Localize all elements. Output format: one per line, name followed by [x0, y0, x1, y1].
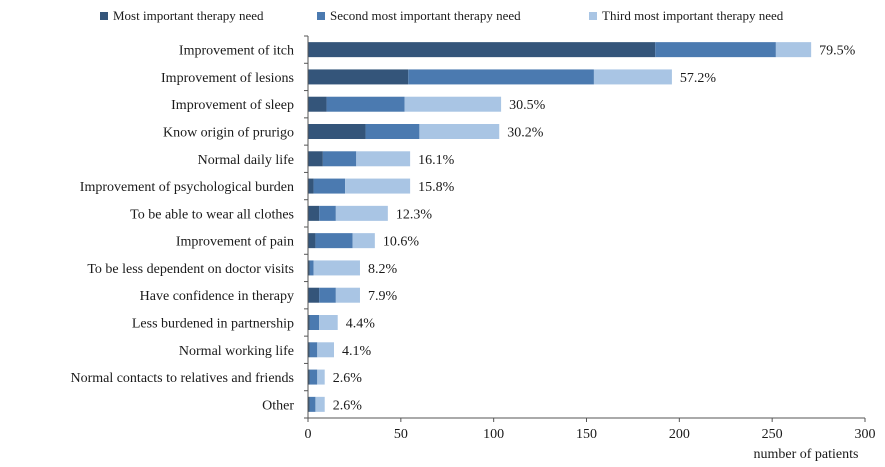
data-label: 16.1% — [418, 153, 455, 168]
bar-segment — [308, 151, 323, 167]
category-label: Improvement of lesions — [161, 71, 294, 86]
bar-segment — [317, 369, 325, 385]
bar-segment — [593, 69, 672, 85]
bar-segment — [326, 96, 405, 112]
legend-item-most: Most important therapy need — [100, 8, 264, 24]
category-label: Normal contacts to relatives and friends — [70, 371, 294, 386]
bar-segment — [319, 287, 336, 303]
category-label: Know origin of prurigo — [163, 126, 294, 141]
x-tick-label: 200 — [669, 427, 690, 442]
legend-label-most: Most important therapy need — [113, 8, 264, 23]
bar-segment — [308, 205, 320, 221]
legend-swatch-second — [317, 12, 325, 20]
bar-segment — [308, 369, 310, 385]
bar-segment — [309, 260, 314, 276]
bar-segment — [408, 69, 594, 85]
bar-segment — [313, 178, 346, 194]
legend-swatch-third — [589, 12, 597, 20]
legend-item-third: Third most important therapy need — [589, 8, 783, 24]
legend-label-third: Third most important therapy need — [602, 8, 784, 23]
bar-segment — [315, 396, 325, 412]
data-label: 79.5% — [819, 44, 856, 59]
bar-segment — [317, 342, 334, 358]
bars-group: 79.5% 57.2% 30.5% 30.2% 16.1% 15.8% 12.3% 10.6%… — [308, 42, 856, 413]
bar-segment — [309, 315, 320, 330]
category-label: Normal working life — [179, 344, 294, 359]
bar-segment — [308, 260, 310, 276]
bar-segment — [404, 96, 502, 112]
axes-group: Improvement of itch Improvement of lesion… — [70, 35, 876, 442]
legend-item-second: Second most important therapy need — [317, 8, 521, 24]
data-label: 12.3% — [396, 207, 433, 222]
data-label: 30.2% — [507, 126, 544, 141]
bar-segment — [319, 205, 336, 221]
bar-segment — [308, 287, 320, 303]
bar-segment — [308, 124, 366, 139]
data-label: 30.5% — [509, 98, 546, 113]
bar-segment — [308, 396, 310, 412]
data-label: 7.9% — [368, 289, 398, 304]
data-label: 2.6% — [333, 371, 363, 386]
legend-swatch-most — [100, 12, 108, 20]
x-tick-label: 300 — [855, 427, 876, 442]
x-tick-label: 250 — [762, 427, 783, 442]
category-label: Improvement of pain — [176, 235, 294, 250]
bar-segment — [322, 151, 357, 167]
bar-segment — [308, 178, 314, 194]
category-label: Improvement of sleep — [171, 98, 294, 113]
x-axis-title: number of patients — [754, 447, 859, 462]
data-label: 4.1% — [342, 344, 372, 359]
bar-segment — [335, 287, 360, 303]
bar-segment — [345, 178, 411, 194]
bar-segment — [308, 315, 310, 330]
bar-segment — [308, 342, 310, 358]
bar-segment — [352, 233, 375, 249]
data-label: 10.6% — [383, 235, 420, 250]
x-tick-label: 0 — [305, 427, 312, 442]
category-label: Have confidence in therapy — [140, 289, 294, 304]
category-label: To be less dependent on doctor visits — [87, 262, 294, 277]
bar-segment — [775, 42, 812, 58]
bar-segment — [309, 369, 318, 385]
x-tick-label: 50 — [394, 427, 408, 442]
data-label: 15.8% — [418, 180, 455, 195]
bar-segment — [308, 69, 409, 85]
bar-segment — [315, 233, 353, 249]
legend-label-second: Second most important therapy need — [330, 8, 521, 23]
category-label: To be able to wear all clothes — [130, 207, 294, 222]
category-label: Normal daily life — [198, 153, 294, 168]
bar-segment — [335, 205, 388, 221]
bar-segment — [655, 42, 776, 58]
category-label: Improvement of psychological burden — [80, 180, 294, 195]
bar-segment — [319, 315, 338, 330]
bar-segment — [365, 124, 420, 139]
bar-segment — [419, 124, 500, 139]
data-label: 4.4% — [346, 317, 376, 332]
bar-segment — [308, 233, 316, 249]
bar-segment — [308, 96, 327, 112]
category-label: Less burdened in partnership — [132, 317, 294, 332]
bar-segment — [309, 342, 318, 358]
data-label: 2.6% — [333, 398, 363, 413]
category-label: Improvement of itch — [179, 44, 294, 59]
data-label: 8.2% — [368, 262, 398, 277]
category-label: Other — [262, 398, 294, 413]
bar-segment — [309, 396, 316, 412]
bar-segment — [308, 42, 656, 58]
x-tick-label: 100 — [483, 427, 504, 442]
bar-segment — [313, 260, 360, 276]
x-tick-label: 150 — [576, 427, 597, 442]
bar-segment — [356, 151, 411, 167]
data-label: 57.2% — [680, 71, 717, 86]
legend: Most important therapy need Second most … — [0, 8, 885, 28]
